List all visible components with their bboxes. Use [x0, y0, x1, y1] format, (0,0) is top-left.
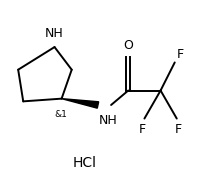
Text: NH: NH [45, 27, 64, 40]
Text: NH: NH [99, 114, 118, 127]
Text: F: F [139, 123, 146, 136]
Text: &1: &1 [54, 110, 67, 119]
Text: F: F [177, 48, 184, 61]
Text: O: O [123, 39, 133, 52]
Text: F: F [175, 123, 182, 136]
Text: HCl: HCl [73, 156, 97, 170]
Polygon shape [62, 99, 99, 108]
